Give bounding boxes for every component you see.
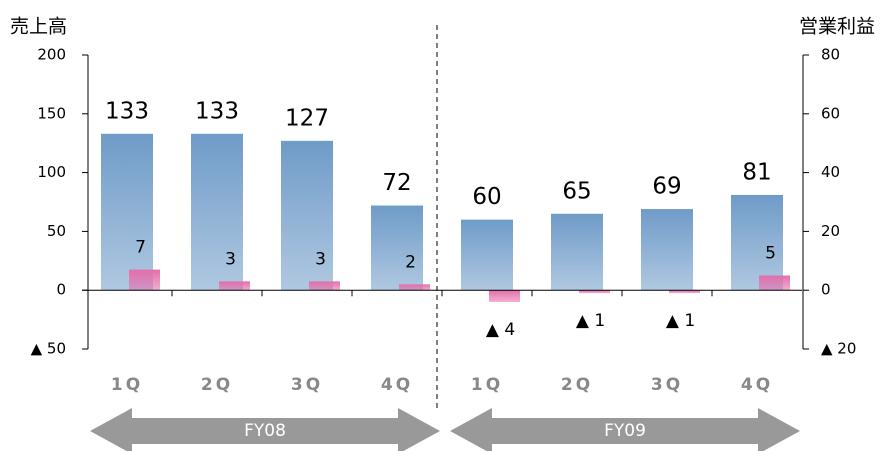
sales-bar — [371, 205, 423, 291]
profit-label: ▲ 1 — [576, 311, 605, 331]
profit-label: ▲ 1 — [666, 311, 695, 331]
group-label: FY08 — [244, 421, 286, 441]
sales-bar — [281, 140, 333, 291]
profit-label: 2 — [405, 252, 416, 272]
sales-label: 133 — [105, 98, 149, 124]
y2-tick-label: 20 — [821, 222, 840, 240]
sales-label: 81 — [742, 159, 771, 185]
y2-axis-title: 営業利益 — [799, 16, 875, 38]
profit-bar — [219, 281, 250, 291]
y-tick-label: ▲ 50 — [31, 340, 66, 358]
group-arrow — [450, 408, 800, 451]
sales-label: 60 — [472, 184, 501, 210]
profit-label: 7 — [135, 238, 146, 258]
profit-label: 5 — [765, 244, 776, 264]
profit-label: 3 — [315, 249, 326, 269]
x-tick-label: 2Q — [561, 375, 593, 395]
profit-bar — [129, 269, 160, 291]
x-tick-label: 2Q — [201, 375, 233, 395]
profit-label: ▲ 4 — [486, 320, 515, 340]
y-tick-label: 100 — [37, 163, 66, 181]
x-tick-label: 3Q — [651, 375, 683, 395]
y-tick-label: 200 — [37, 46, 66, 64]
sales-bar — [731, 194, 783, 291]
y2-tick-label: ▲ 20 — [821, 340, 856, 358]
group-label: FY09 — [604, 421, 646, 441]
profit-bar — [669, 290, 700, 294]
sales-bar — [101, 133, 153, 291]
y2-tick-label: 40 — [821, 163, 840, 181]
sales-label: 127 — [285, 105, 329, 131]
x-tick-label: 4Q — [381, 375, 413, 395]
profit-bar — [579, 290, 610, 294]
y-tick-label: 50 — [47, 222, 66, 240]
sales-bar — [641, 209, 693, 291]
y-tick-label: 150 — [37, 104, 66, 122]
sales-label: 69 — [652, 174, 681, 200]
y-tick-label: 0 — [56, 281, 66, 299]
profit-bar — [399, 284, 430, 291]
y2-tick-label: 0 — [821, 281, 831, 299]
x-tick-label: 4Q — [741, 375, 773, 395]
sales-bar — [551, 213, 603, 291]
sales-label: 65 — [562, 178, 591, 204]
y-axis-title: 売上高 — [10, 16, 67, 38]
y2-tick-label: 80 — [821, 46, 840, 64]
sales-label: 133 — [195, 98, 239, 124]
x-tick-label: 1Q — [111, 375, 143, 395]
sales-label: 72 — [382, 170, 411, 196]
sales-bar — [191, 133, 243, 291]
profit-bar — [759, 275, 790, 291]
profit-label: 3 — [225, 249, 236, 269]
y2-tick-label: 60 — [821, 104, 840, 122]
x-tick-label: 3Q — [291, 375, 323, 395]
sales-bar — [461, 219, 513, 291]
profit-bar — [489, 290, 520, 302]
profit-bar — [309, 281, 340, 291]
x-tick-label: 1Q — [471, 375, 503, 395]
group-arrow — [90, 408, 440, 451]
